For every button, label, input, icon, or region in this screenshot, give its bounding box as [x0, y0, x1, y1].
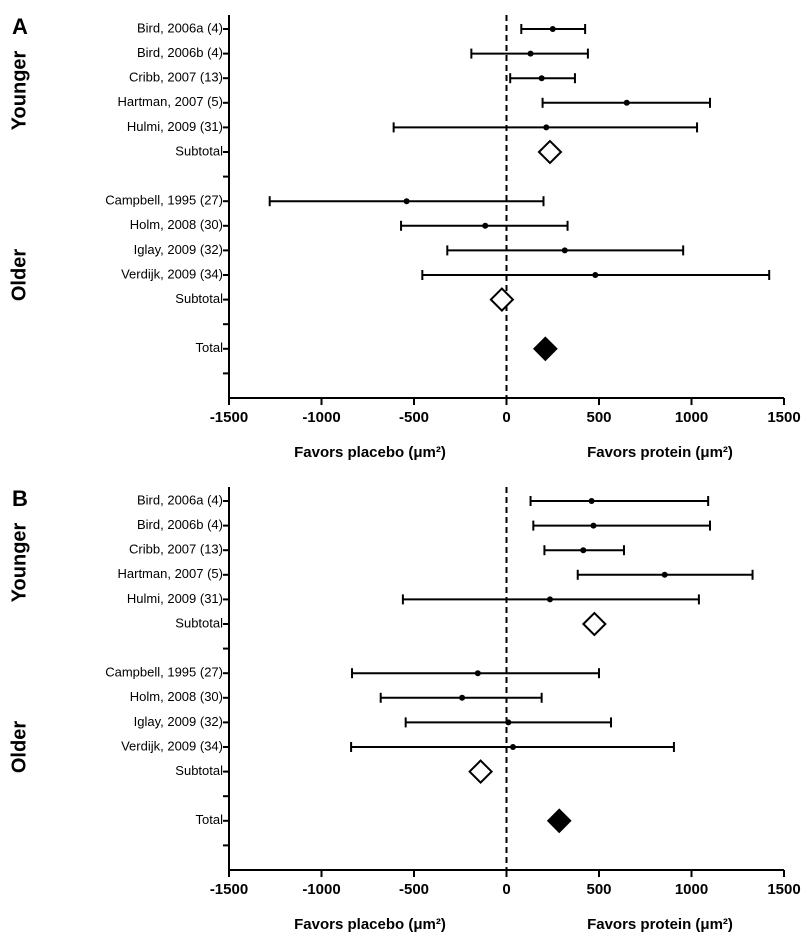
row-label: Holm, 2008 (30) — [130, 689, 223, 704]
x-tick-label: 1000 — [675, 881, 708, 898]
row-label: Holm, 2008 (30) — [130, 217, 223, 232]
row-label: Subtotal — [175, 291, 223, 306]
row-label: Campbell, 1995 (27) — [105, 193, 223, 208]
row-label: Subtotal — [175, 763, 223, 778]
panel-label: A — [12, 14, 28, 39]
row-label: Iglay, 2009 (32) — [134, 714, 223, 729]
x-tick-label: -500 — [399, 881, 429, 898]
point-estimate — [546, 596, 553, 603]
x-tick-label: 0 — [502, 881, 510, 898]
x-axis-label-right: Favors protein (μm²) — [587, 916, 733, 932]
row-label: Verdijk, 2009 (34) — [121, 266, 223, 281]
row-label: Verdijk, 2009 (34) — [121, 738, 223, 753]
pooled-estimate — [581, 611, 607, 637]
row-label: Bird, 2006a (4) — [137, 492, 223, 507]
row-label: Hartman, 2007 (5) — [118, 94, 224, 109]
x-tick-label: -1500 — [210, 409, 248, 426]
row-label: Total — [196, 340, 224, 355]
point-estimate — [505, 719, 512, 726]
point-estimate — [482, 222, 489, 229]
pooled-estimate — [468, 759, 494, 785]
point-estimate — [561, 247, 568, 254]
point-estimate — [549, 26, 556, 32]
group-label: Older — [8, 721, 30, 773]
row-label: Bird, 2006b (4) — [137, 45, 223, 60]
row-label: Hulmi, 2009 (31) — [127, 119, 223, 134]
point-estimate — [403, 198, 410, 205]
row-label: Subtotal — [175, 615, 223, 630]
point-estimate — [592, 272, 599, 278]
x-axis-label-right: Favors protein (μm²) — [587, 444, 733, 461]
row-label: Campbell, 1995 (27) — [105, 665, 223, 680]
point-estimate — [538, 75, 545, 82]
x-tick-label: -1000 — [302, 881, 340, 898]
row-label: Bird, 2006a (4) — [137, 20, 223, 35]
pooled-estimate — [532, 336, 558, 362]
pooled-estimate — [546, 808, 572, 834]
x-axis-label-left: Favors placebo (μm²) — [294, 916, 446, 932]
x-tick-label: 500 — [586, 409, 611, 426]
point-estimate — [661, 571, 668, 578]
x-axis-label-left: Favors placebo (μm²) — [294, 444, 446, 461]
row-label: Cribb, 2007 (13) — [129, 70, 223, 85]
pooled-estimate — [537, 139, 563, 165]
pooled-estimate — [489, 287, 515, 313]
x-tick-label: -500 — [399, 409, 429, 426]
x-tick-label: 0 — [502, 409, 510, 426]
point-estimate — [623, 99, 630, 106]
x-tick-label: -1500 — [210, 881, 248, 898]
point-estimate — [459, 694, 466, 701]
row-label: Hulmi, 2009 (31) — [127, 591, 223, 606]
x-tick-label: 500 — [586, 881, 611, 898]
row-label: Iglay, 2009 (32) — [134, 242, 223, 257]
x-tick-label: 1000 — [675, 409, 708, 426]
group-label: Older — [8, 249, 30, 301]
x-tick-label: -1000 — [302, 409, 340, 426]
point-estimate — [580, 547, 587, 554]
group-label: Younger — [8, 50, 30, 130]
x-tick-label: 1500 — [767, 409, 800, 426]
point-estimate — [474, 670, 481, 677]
point-estimate — [588, 498, 595, 504]
point-estimate — [590, 522, 597, 529]
row-label: Subtotal — [175, 143, 223, 158]
point-estimate — [509, 744, 516, 750]
row-label: Hartman, 2007 (5) — [118, 566, 224, 581]
row-label: Bird, 2006b (4) — [137, 517, 223, 532]
row-label: Total — [196, 812, 224, 827]
panel-label: B — [12, 486, 28, 511]
x-tick-label: 1500 — [767, 881, 800, 898]
point-estimate — [527, 50, 534, 57]
row-label: Cribb, 2007 (13) — [129, 542, 223, 557]
point-estimate — [543, 124, 550, 131]
group-label: Younger — [8, 522, 30, 602]
